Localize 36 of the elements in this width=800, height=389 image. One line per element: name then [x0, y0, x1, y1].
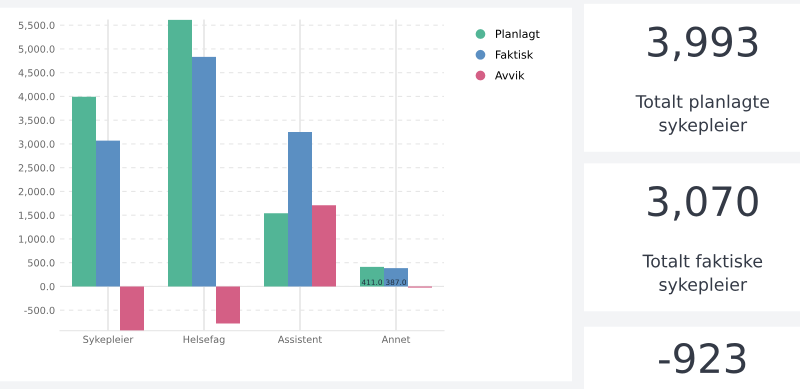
bar [72, 96, 96, 286]
bar [384, 268, 408, 286]
y-tick-label: 3,500.0 [18, 116, 54, 125]
y-tick-label: 0.0 [40, 282, 54, 290]
bar [120, 286, 144, 330]
text: 3,070 [648, 186, 758, 221]
y-tick-label: 3,000.0 [18, 140, 54, 149]
legend-label: Planlagt [496, 29, 540, 40]
legend-label: Avvik [495, 70, 525, 80]
y-tick-label: 5,500.0 [18, 22, 54, 30]
y-tick-label: 4,000.0 [18, 92, 54, 102]
text: Totalt faktiske sykepleier [642, 254, 762, 294]
bar [288, 132, 312, 286]
y-tick-label: 2,500.0 [18, 164, 54, 173]
bar [216, 286, 240, 324]
y-tick-label: 2,000.0 [18, 188, 54, 196]
x-tick-label: Assistent [278, 336, 322, 344]
text: 3,993 [648, 26, 758, 62]
bar [96, 140, 120, 286]
text: Totalt planlagte sykepleier [636, 94, 770, 135]
bar [312, 205, 336, 286]
legend-label: Faktisk [496, 50, 534, 59]
y-tick-label: -500.0 [24, 306, 54, 314]
y-tick-label: 5,000.0 [18, 45, 54, 54]
y-tick-label: 1,000.0 [19, 235, 54, 244]
x-tick-label: Sykepleier [83, 336, 134, 345]
y-tick-label: 4,500.0 [18, 69, 54, 78]
x-tick-label: Annet [382, 336, 410, 344]
bar [192, 56, 216, 286]
bar [264, 213, 288, 286]
y-tick-label: 1,500.0 [19, 212, 54, 220]
y-tick-label: 500.0 [28, 259, 54, 267]
text: -923 [659, 342, 746, 374]
bar [360, 266, 384, 286]
bar [168, 20, 192, 286]
x-tick-label: Helsefag [184, 336, 224, 345]
